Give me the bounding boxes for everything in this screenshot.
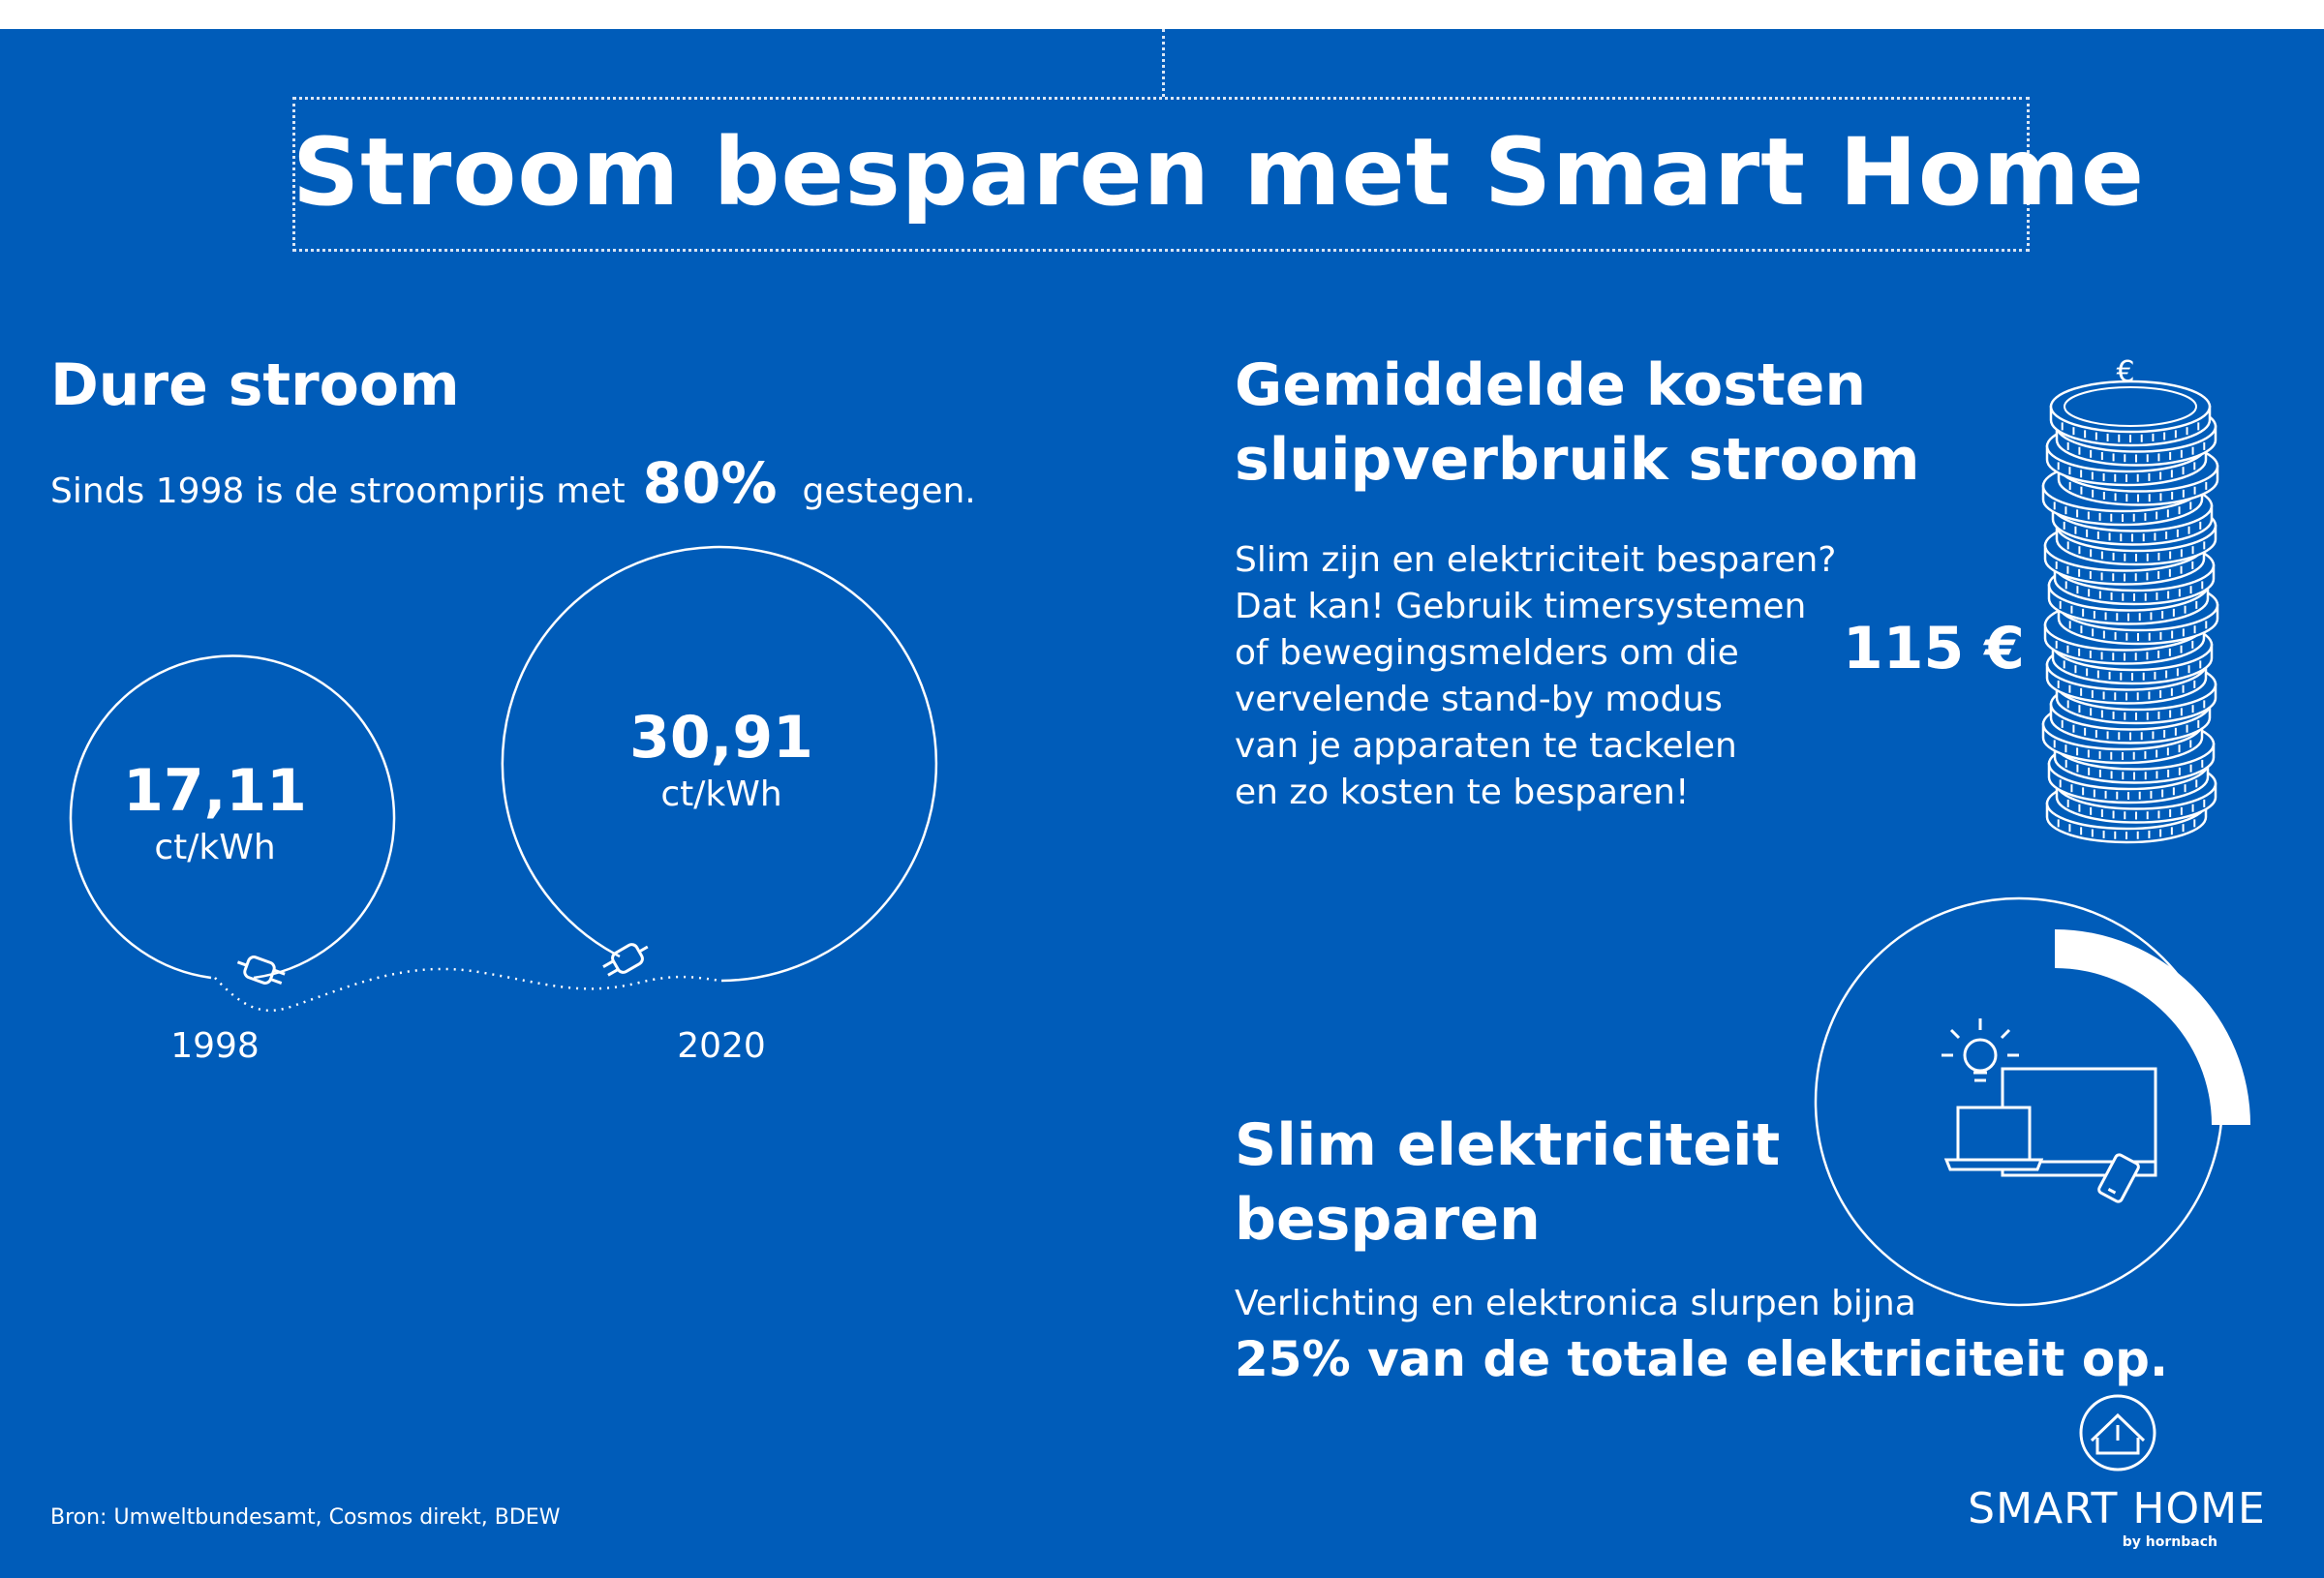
kosten-heading: Gemiddelde kosten sluipverbruik stroom (1235, 349, 1919, 498)
kosten-body-line: en zo kosten te besparen! (1235, 773, 1690, 812)
brand-name: SMART HOME (1968, 1484, 2266, 1533)
circle-1998 (69, 654, 396, 980)
price-increase-sentence: Sinds 1998 is de stroomprijs met 80% ges… (50, 450, 976, 516)
slim-heading-line1: Slim elektriciteit (1235, 1111, 1781, 1179)
kosten-body-line: Dat kan! Gebruik timersystemen (1235, 587, 1807, 626)
smartphone-icon (2097, 1153, 2140, 1203)
brand-sub: by hornbach (2122, 1534, 2217, 1550)
infographic-panel: Stroom besparen met Smart Home Dure stro… (0, 29, 2324, 1578)
price-2020-unit: ct/kWh (660, 774, 782, 814)
kosten-body-line: of bewegingsmelders om die (1235, 633, 1739, 673)
price-increase-text-before: Sinds 1998 is de stroomprijs met (50, 471, 626, 511)
price-1998-unit: ct/kWh (154, 828, 276, 867)
slim-heading-line2: besparen (1235, 1186, 1541, 1254)
price-1998-value: 17,11 (123, 757, 307, 825)
price-circles-graphic (69, 545, 938, 1012)
kosten-amount: 115 € (1843, 615, 2025, 683)
kosten-heading-line1: Gemiddelde kosten (1235, 351, 1867, 419)
share-arc (2055, 929, 2250, 1125)
year-2020: 2020 (677, 1026, 766, 1066)
plug-icon-2020 (602, 943, 649, 977)
plug-icon-1998 (236, 956, 286, 986)
kosten-body-line: vervelende stand-by modus (1235, 680, 1723, 719)
lightbulb-icon (1942, 1018, 2019, 1082)
laptop-icon (1943, 1106, 2044, 1171)
circle-2020 (501, 545, 938, 983)
page-title: Stroom besparen met Smart Home (292, 118, 2145, 227)
slim-highlight: 25% van de totale elektriciteit op. (1235, 1331, 2168, 1387)
electronics-graphic (1814, 896, 2250, 1307)
smart-home-logo-icon (2079, 1394, 2156, 1472)
year-1998: 1998 (170, 1026, 260, 1066)
slim-heading: Slim elektriciteit besparen (1235, 1108, 1780, 1258)
kosten-heading-line2: sluipverbruik stroom (1235, 426, 1920, 494)
slim-body: Verlichting en elektronica slurpen bijna (1235, 1284, 1916, 1323)
source-note: Bron: Umweltbundesamt, Cosmos direkt, BD… (50, 1505, 561, 1530)
kosten-body-line: Slim zijn en elektriciteit besparen? (1235, 540, 1837, 580)
kosten-body: Slim zijn en elektriciteit besparen? Dat… (1235, 537, 1836, 816)
coin (2049, 379, 2212, 447)
kosten-body-line: van je apparaten te tackelen (1235, 726, 1737, 766)
price-increase-text-after: gestegen. (802, 471, 976, 511)
price-increase-percent: 80% (642, 450, 778, 516)
dure-stroom-heading: Dure stroom (50, 351, 460, 419)
title-dotted-frame (292, 97, 2030, 252)
title-connector-line (1162, 29, 1165, 97)
price-2020-value: 30,91 (629, 704, 813, 772)
coin-stack-icon (2041, 379, 2219, 844)
euro-coin-symbol: € (2116, 355, 2135, 389)
